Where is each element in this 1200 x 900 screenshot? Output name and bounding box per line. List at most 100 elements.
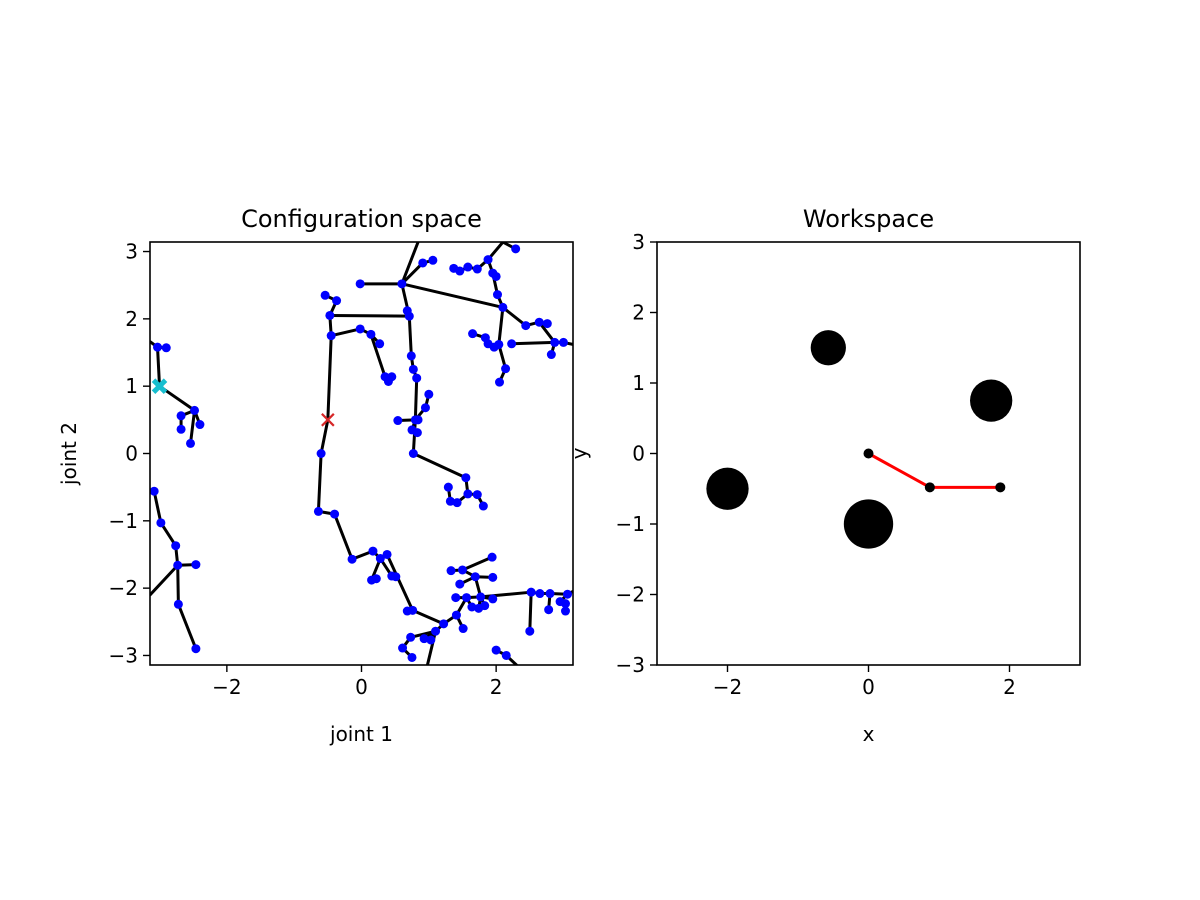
- roadmap-node: [332, 296, 342, 306]
- roadmap-node: [545, 589, 555, 599]
- roadmap-node: [325, 310, 335, 320]
- roadmap-node: [476, 592, 486, 602]
- roadmap-node: [467, 602, 477, 612]
- roadmap-node: [463, 489, 473, 499]
- roadmap-edge: [497, 305, 505, 346]
- roadmap-node: [455, 579, 465, 589]
- config-space-x-ticks: −2 0 2: [212, 665, 503, 699]
- roadmap-node: [368, 546, 378, 556]
- config-space-y-tick-label: −1: [109, 509, 138, 533]
- roadmap-node: [398, 643, 408, 653]
- config-space-x-tick-label: 0: [355, 675, 368, 699]
- config-space-y-tick-label: −2: [109, 576, 138, 600]
- roadmap-node: [455, 266, 465, 276]
- roadmap-edge: [159, 521, 178, 548]
- roadmap-edge: [156, 345, 162, 388]
- workspace-x-tick-label: −2: [713, 675, 742, 699]
- roadmap-node: [546, 350, 556, 360]
- roadmap-node: [535, 589, 545, 599]
- roadmap-node: [534, 317, 544, 327]
- roadmap-node: [419, 634, 429, 644]
- roadmap-edge: [510, 340, 557, 346]
- roadmap-node: [451, 593, 461, 603]
- config-space-title: Configuration space: [241, 205, 482, 233]
- roadmap-node: [355, 324, 365, 334]
- roadmap-node: [488, 572, 498, 582]
- workspace-y-tick-label: 1: [632, 371, 645, 395]
- roadmap-edge: [326, 334, 333, 422]
- config-space-frame: [149, 241, 574, 666]
- workspace-title: Workspace: [803, 205, 934, 233]
- roadmap-node: [511, 244, 521, 254]
- roadmap-node: [320, 290, 330, 300]
- roadmap-node: [491, 271, 501, 281]
- roadmap-node: [457, 565, 467, 575]
- roadmap-node: [550, 337, 560, 347]
- roadmap-node: [150, 486, 159, 496]
- config-space-x-label: joint 1: [329, 722, 393, 746]
- roadmap-edge: [501, 305, 528, 328]
- roadmap-node: [330, 509, 340, 519]
- roadmap-node: [161, 343, 171, 353]
- roadmap-node: [424, 389, 434, 399]
- config-space-y-tick-label: 1: [125, 374, 138, 398]
- start-goal-markers: [151, 378, 335, 427]
- robot-arm: [863, 448, 1006, 493]
- roadmap-node: [410, 415, 420, 425]
- roadmap-node: [420, 403, 430, 413]
- roadmap-edge: [176, 602, 198, 651]
- roadmap-edge: [400, 261, 425, 286]
- roadmap-node: [463, 262, 473, 272]
- workspace-y-tick-label: 0: [632, 442, 645, 466]
- roadmap-node: [186, 438, 196, 448]
- roadmap-node: [176, 411, 186, 421]
- workspace-y-tick-label: −1: [616, 512, 645, 536]
- roadmap-node: [472, 490, 482, 500]
- roadmap-node: [507, 339, 517, 349]
- workspace-x-tick-label: 0: [862, 675, 875, 699]
- roadmap-edge: [328, 313, 411, 318]
- roadmap-edge: [407, 314, 413, 358]
- configuration-space-panel: Configuration space −2 0 2 −3 −2 −1 0 1 2 3 join…: [57, 205, 574, 746]
- roadmap-edge: [411, 452, 468, 480]
- roadmap-edge: [460, 555, 494, 572]
- workspace-y-tick-label: −2: [616, 583, 645, 607]
- roadmap-node: [408, 449, 418, 458]
- config-space-y-tick-label: 2: [125, 307, 138, 331]
- roadmap-edge: [411, 418, 417, 455]
- roadmap-node: [173, 560, 183, 570]
- roadmap-node: [431, 626, 441, 636]
- start-marker: [151, 378, 168, 394]
- roadmap-node: [472, 264, 482, 274]
- workspace-x-tick-label: 2: [1003, 675, 1016, 699]
- roadmap-edge: [425, 629, 438, 665]
- roadmap-node: [501, 364, 511, 374]
- roadmap-edge: [400, 242, 420, 286]
- roadmap-node: [313, 506, 323, 516]
- roadmap-node: [156, 518, 166, 528]
- workspace-y-tick-label: −3: [616, 653, 645, 677]
- roadmap-node: [461, 473, 471, 483]
- obstacle: [706, 467, 749, 510]
- arm-joint: [995, 482, 1006, 493]
- roadmap-node: [560, 606, 570, 616]
- roadmap-node: [326, 331, 336, 341]
- roadmap-node: [316, 449, 326, 458]
- roadmap-node: [494, 339, 504, 349]
- roadmap-node: [495, 377, 505, 387]
- roadmap-node: [366, 329, 376, 339]
- start-marker-stroke: [151, 378, 168, 394]
- arm-joint: [924, 482, 935, 493]
- roadmap-node: [397, 279, 407, 289]
- roadmap-node: [412, 373, 422, 383]
- workspace-y-tick-label: 3: [632, 230, 645, 254]
- roadmap-node: [387, 372, 397, 382]
- roadmap-node: [458, 624, 468, 634]
- roadmap-node: [501, 650, 511, 660]
- roadmap-node: [406, 632, 416, 642]
- roadmap-edge: [413, 376, 419, 422]
- obstacle: [970, 379, 1013, 422]
- workspace-x-label: x: [863, 722, 875, 746]
- roadmap-edge: [528, 590, 533, 633]
- roadmap-node: [171, 541, 181, 551]
